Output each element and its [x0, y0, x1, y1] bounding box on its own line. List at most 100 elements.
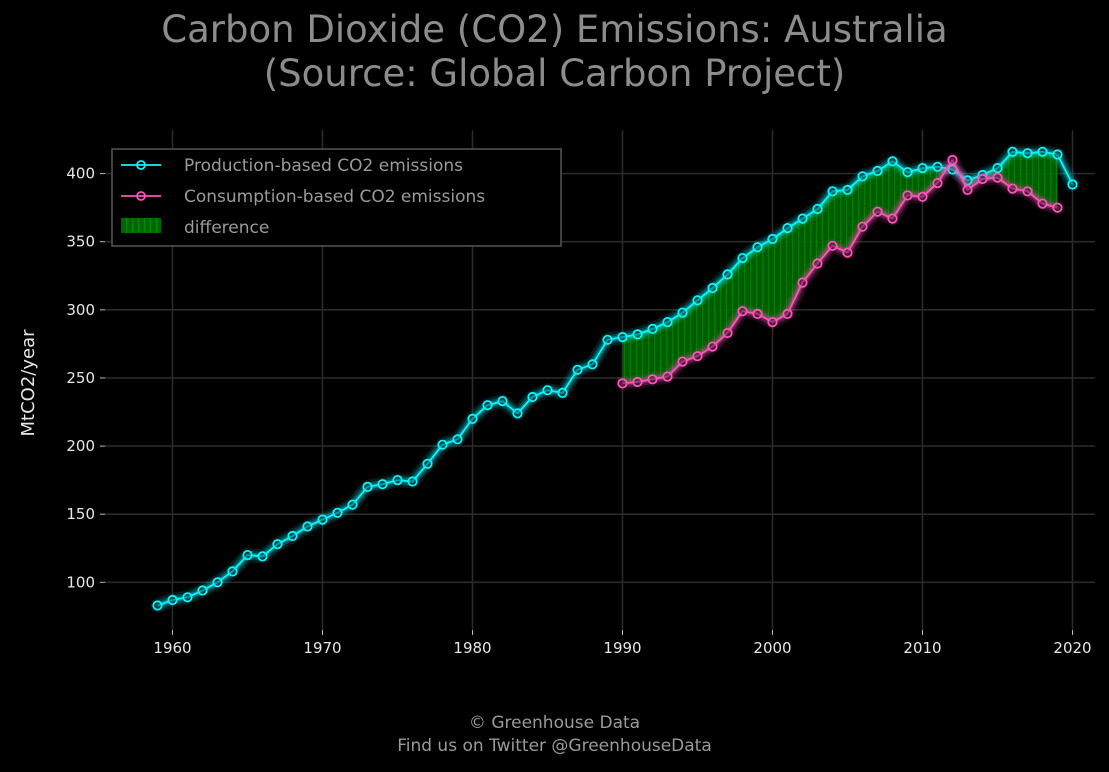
production-point-1991 [632, 329, 643, 340]
production-point-2017 [1022, 148, 1033, 159]
legend-swatch-difference [121, 218, 161, 233]
legend-marker-consumption [136, 191, 146, 201]
production-point-1994 [677, 307, 688, 318]
production-point-1987 [572, 364, 583, 375]
x-axis-ticks: 1960 1970 1980 1990 2000 2010 2020 [153, 630, 1092, 657]
series-lines [150, 144, 1080, 613]
production-point-2020 [1067, 179, 1078, 190]
production-point-2004 [827, 186, 838, 197]
x-tick-label-2000: 2000 [753, 639, 791, 657]
consumption-point-2002 [797, 277, 808, 288]
consumption-point-2016 [1007, 183, 1018, 194]
production-point-1974 [377, 479, 388, 490]
chart-title-line-2: (Source: Global Carbon Project) [263, 52, 846, 95]
credit-copyright: © Greenhouse Data [468, 713, 641, 733]
production-point-1966 [257, 551, 268, 562]
y-tick-label-100: 100 [66, 573, 95, 591]
production-point-1971 [332, 507, 343, 518]
production-point-1965 [242, 549, 253, 561]
legend-frame [111, 148, 562, 247]
production-point-1960 [167, 594, 178, 606]
line-chart: 1960 1970 1980 1990 2000 2010 2020 100 150 200 25… [18, 130, 1095, 657]
production-point-1970 [317, 514, 328, 525]
production-point-1984 [527, 391, 538, 403]
production-point-1972 [347, 499, 358, 510]
production-point-1980 [467, 413, 478, 424]
production-point-2011 [932, 161, 943, 172]
consumption-point-1997 [722, 327, 733, 339]
production-point-1983 [512, 408, 523, 419]
consumption-point-2017 [1022, 186, 1033, 197]
production-point-1999 [752, 242, 763, 253]
production-point-1985 [542, 385, 553, 396]
consumption-point-2018 [1037, 198, 1048, 209]
production-point-1964 [227, 566, 238, 577]
consumption-point-1996 [707, 341, 718, 352]
consumption-point-2006 [857, 221, 868, 232]
production-point-1979 [452, 434, 463, 445]
production-point-1977 [422, 458, 433, 469]
production-point-1973 [362, 481, 373, 492]
production-point-2016 [1007, 146, 1018, 157]
consumption-point-1991 [632, 376, 643, 388]
production-point-1997 [722, 269, 733, 280]
production-point-1993 [662, 316, 673, 328]
production-point-1989 [602, 334, 613, 345]
x-tick-label-2010: 2010 [903, 639, 941, 657]
production-point-1969 [302, 521, 313, 532]
legend-label-production: Production-based CO2 emissions [184, 156, 463, 176]
production-point-1961 [182, 592, 193, 603]
chart-title-line-1: Carbon Dioxide (CO2) Emissions: Australi… [161, 8, 948, 51]
consumption-point-2001 [782, 308, 793, 319]
production-point-1975 [392, 474, 403, 486]
production-point-2018 [1037, 146, 1048, 157]
production-point-1992 [647, 323, 658, 334]
y-tick-label-250: 250 [66, 369, 95, 387]
production-point-2006 [857, 171, 868, 182]
y-tick-label-350: 350 [66, 233, 95, 251]
production-point-1976 [407, 476, 418, 487]
production-point-1988 [587, 359, 598, 370]
difference-fill [622, 151, 1058, 384]
consumption-point-2011 [932, 178, 943, 189]
legend-label-difference: difference [184, 218, 269, 238]
consumption-point-1990 [617, 378, 628, 389]
y-tick-label-300: 300 [66, 301, 95, 319]
consumption-point-1992 [647, 374, 658, 385]
consumption-point-2005 [842, 247, 853, 258]
legend-marker-production [136, 160, 146, 170]
legend-item-consumption: Consumption-based CO2 emissions [121, 187, 485, 207]
chart-title: Carbon Dioxide (CO2) Emissions: Australi… [0, 8, 1109, 96]
y-tick-label-150: 150 [66, 505, 95, 523]
x-tick-label-1970: 1970 [303, 639, 341, 657]
production-point-1959 [152, 600, 163, 611]
production-point-1963 [212, 577, 223, 588]
difference-area [622, 151, 1058, 384]
consumption-point-1995 [692, 351, 703, 362]
consumption-line [622, 159, 1058, 385]
consumption-point-2007 [872, 206, 883, 217]
consumption-point-2008 [887, 213, 898, 224]
consumption-point-2003 [812, 258, 823, 269]
production-point-1981 [482, 400, 493, 411]
credit-twitter: Find us on Twitter @GreenhouseData [397, 736, 712, 756]
consumption-point-1994 [677, 356, 688, 367]
consumption-point-1999 [752, 308, 763, 319]
production-point-2003 [812, 203, 823, 215]
legend-item-difference: difference [121, 218, 269, 238]
production-point-1998 [737, 253, 748, 264]
x-tick-label-1990: 1990 [603, 639, 641, 657]
production-point-1968 [287, 530, 298, 542]
legend-item-production: Production-based CO2 emissions [121, 156, 463, 176]
consumption-point-2010 [917, 191, 928, 202]
production-line [157, 150, 1074, 607]
consumption-point-1998 [737, 306, 748, 317]
consumption-point-2015 [992, 172, 1003, 183]
production-point-2000 [767, 233, 778, 245]
production-point-1990 [617, 331, 628, 343]
production-point-2019 [1052, 149, 1063, 160]
production-point-2007 [872, 165, 883, 176]
production-point-2015 [992, 163, 1003, 174]
legend-label-consumption: Consumption-based CO2 emissions [184, 187, 485, 207]
production-point-1996 [707, 282, 718, 294]
